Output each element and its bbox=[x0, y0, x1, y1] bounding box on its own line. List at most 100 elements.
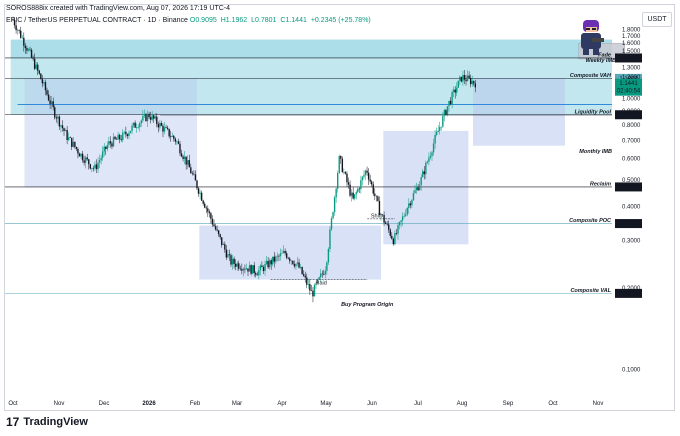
candle-body bbox=[81, 153, 84, 161]
candle-body bbox=[69, 137, 71, 138]
y-tick-label: 0.1000 bbox=[622, 368, 641, 374]
candle-body bbox=[86, 157, 88, 160]
candle-body bbox=[41, 79, 44, 84]
candle-body bbox=[193, 173, 195, 175]
composite-val-level-label: Composite VAL bbox=[570, 288, 611, 294]
symbol-bar[interactable]: EPIC / TetherUS PERPETUAL CONTRACT · 1D … bbox=[6, 17, 373, 24]
candle-body bbox=[200, 192, 203, 201]
candle-body bbox=[259, 265, 262, 271]
candle-body bbox=[140, 120, 143, 124]
fade-level-price-tag bbox=[615, 53, 642, 63]
x-tick-label: 2026 bbox=[142, 401, 156, 407]
candle-body bbox=[463, 75, 466, 80]
candle-body bbox=[109, 141, 112, 144]
candle-body bbox=[145, 114, 147, 122]
candle-body bbox=[466, 75, 469, 82]
currency-selector[interactable]: USDT bbox=[642, 12, 672, 27]
candle-body bbox=[358, 188, 361, 190]
candle-body bbox=[149, 117, 152, 120]
candle-body bbox=[239, 268, 241, 270]
reclaim-range-box bbox=[383, 130, 469, 245]
candle-body bbox=[378, 200, 381, 215]
candle-body bbox=[418, 184, 421, 191]
candle-body bbox=[295, 263, 297, 267]
candle-body bbox=[459, 76, 461, 81]
candle-body bbox=[248, 265, 251, 272]
candle-body bbox=[154, 116, 156, 119]
liquidity-pool-level-price-text: 0.8714 bbox=[619, 113, 638, 119]
candle-body bbox=[160, 122, 163, 126]
candle-body bbox=[77, 149, 79, 154]
candle-body bbox=[114, 136, 116, 139]
shift-label: Shift bbox=[371, 213, 382, 219]
candle-body bbox=[78, 153, 81, 157]
ohlc-values: O0.9095 H1.1962 L0.7801 C1.1441 +0.2345 … bbox=[190, 17, 373, 24]
candle-body bbox=[431, 152, 433, 156]
candle-body bbox=[357, 188, 359, 193]
candle-body bbox=[462, 75, 464, 82]
x-tick-label: Oct bbox=[8, 401, 18, 407]
candle-body bbox=[111, 143, 113, 147]
y-tick-label: 1.6000 bbox=[622, 41, 641, 47]
candle-body bbox=[71, 137, 73, 147]
candle-body bbox=[84, 157, 87, 163]
candle-body bbox=[460, 76, 463, 82]
candle-body bbox=[386, 223, 388, 225]
candle-body bbox=[101, 151, 104, 158]
candle-body bbox=[256, 274, 258, 276]
candle-body bbox=[134, 122, 136, 128]
candle-body bbox=[135, 127, 138, 129]
candle-body bbox=[347, 182, 350, 185]
y-tick-label: 0.2000 bbox=[622, 286, 641, 292]
candle-body bbox=[435, 132, 438, 135]
candle-body bbox=[221, 237, 223, 245]
candle-body bbox=[199, 192, 201, 194]
candle-body bbox=[29, 49, 31, 51]
annotations-layer: Weekly IMB Monthly IMB Fade Composite VAH Li… bbox=[270, 52, 616, 308]
candle-body bbox=[153, 115, 155, 119]
candle-body bbox=[389, 229, 391, 236]
candle-body bbox=[213, 224, 215, 227]
candle-body bbox=[230, 255, 232, 265]
candle-body bbox=[219, 234, 221, 238]
y-tick-label: 1.8000 bbox=[622, 27, 641, 33]
candle-body bbox=[367, 172, 370, 180]
candle-body bbox=[340, 155, 342, 159]
candle-body bbox=[415, 187, 418, 191]
x-tick-label: Oct bbox=[548, 401, 558, 407]
candle-body bbox=[185, 156, 187, 165]
candle-body bbox=[299, 266, 302, 268]
reclaim-level-price-text: 0.4721 bbox=[619, 185, 638, 191]
candle-body bbox=[469, 77, 472, 85]
candle-body bbox=[296, 262, 299, 264]
levels-layer: 1.41131.18680.87140.47210.34590.19121.14… bbox=[5, 53, 642, 298]
candle-body bbox=[318, 277, 320, 280]
candle-body bbox=[88, 159, 90, 165]
composite-poc-level-label: Composite POC bbox=[569, 218, 612, 224]
candle-body bbox=[395, 233, 398, 234]
candle-body bbox=[32, 57, 34, 59]
candle-body bbox=[287, 257, 289, 259]
candle-body bbox=[384, 222, 387, 224]
candle-body bbox=[272, 256, 274, 265]
candle-body bbox=[471, 80, 473, 85]
candle-body bbox=[170, 136, 172, 138]
candle-body bbox=[282, 250, 285, 253]
candle-body bbox=[24, 45, 27, 49]
candle-body bbox=[301, 266, 303, 275]
tradingview-brand[interactable]: 17 TradingView bbox=[6, 415, 88, 429]
candle-body bbox=[398, 221, 401, 226]
candle-body bbox=[432, 143, 435, 153]
weekly-imb-zone bbox=[10, 39, 612, 58]
candle-body bbox=[456, 87, 458, 93]
fade-level-label: Fade bbox=[598, 52, 611, 58]
candle-body bbox=[422, 171, 424, 178]
candle-body bbox=[177, 141, 180, 144]
candle-body bbox=[211, 218, 214, 225]
candle-body bbox=[207, 208, 209, 212]
candle-body bbox=[392, 238, 395, 245]
candle-body bbox=[166, 127, 169, 129]
candle-body bbox=[268, 260, 271, 268]
candle-body bbox=[242, 268, 245, 271]
